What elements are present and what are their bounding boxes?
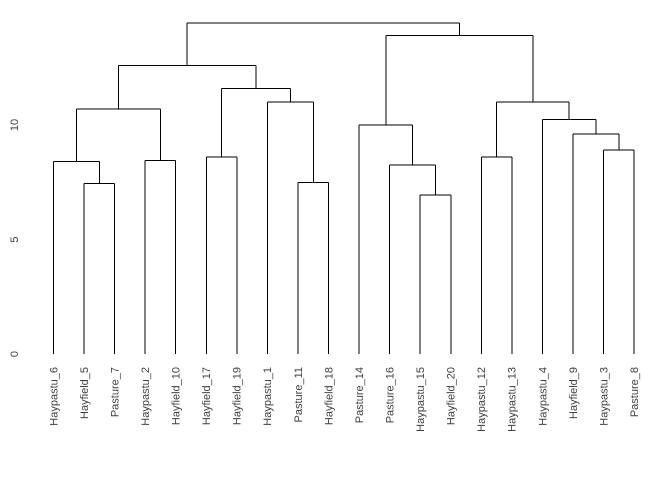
leaf-label: Haypastu_3: [598, 367, 610, 426]
leaf-label-group: Haypastu_6 Hayfield_5 Pasture_7 Haypastu_2 H…: [48, 367, 641, 432]
y-axis-tick-label: 5: [9, 236, 21, 242]
y-axis-tick-label: 10: [9, 119, 21, 131]
leaf-label: Haypastu_6: [48, 367, 60, 426]
leaf-label: Pasture_8: [629, 367, 641, 417]
leaf-label: Hayfield_9: [568, 367, 580, 419]
y-axis-tick-label: 0: [9, 351, 21, 357]
leaf-label: Hayfield_10: [171, 367, 183, 425]
leaf-label: Hayfield_5: [79, 367, 91, 419]
leaf-label: Pasture_14: [354, 367, 366, 423]
leaf-label: Haypastu_13: [507, 367, 519, 432]
leaf-label: Haypastu_1: [262, 367, 274, 426]
leaf-label: Hayfield_20: [446, 367, 458, 425]
leaf-label: Hayfield_17: [201, 367, 213, 425]
leaf-label: Pasture_11: [293, 367, 305, 422]
leaf-label: Haypastu_12: [476, 367, 488, 432]
leaf-label: Haypastu_15: [415, 367, 427, 432]
leaf-label: Hayfield_19: [232, 367, 244, 425]
y-axis: 0 5 10: [9, 119, 21, 357]
leaf-label: Pasture_16: [385, 367, 397, 423]
leaf-label: Haypastu_4: [537, 367, 549, 426]
dendrogram-branches: [53, 22, 635, 354]
leaf-label: Hayfield_18: [323, 367, 335, 425]
leaf-label: Haypastu_2: [140, 367, 152, 426]
leaf-label: Pasture_7: [109, 367, 121, 417]
